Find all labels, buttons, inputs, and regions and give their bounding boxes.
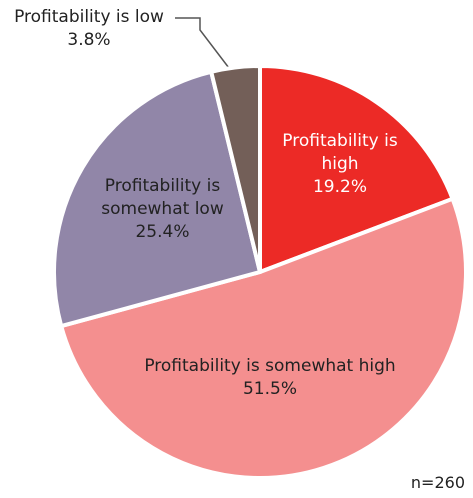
value-label: 25.4%: [135, 222, 190, 242]
slice-label: Profitability is low 3.8%: [0, 6, 178, 52]
pie-slice: [258, 64, 455, 274]
category-label: Profitability is low: [14, 7, 164, 27]
value-label: 51.5%: [242, 379, 297, 399]
category-label: Profitability is somewhat high: [144, 356, 396, 376]
slice-label: Profitability is somewhat high 51.5%: [110, 355, 430, 401]
pie-slice: [52, 69, 262, 329]
category-label: Profitability is high: [282, 131, 398, 174]
slice-label: Profitability is high 19.2%: [265, 130, 415, 199]
pie-slice: [209, 64, 262, 274]
category-label: Profitability is somewhat low: [101, 176, 224, 219]
sample-size: n=260: [410, 473, 465, 492]
slice-label: Profitability is somewhat low 25.4%: [80, 175, 245, 244]
leader-line: [175, 17, 233, 73]
value-label: 19.2%: [312, 177, 367, 197]
pie-slice: [59, 196, 468, 480]
value-label: 3.8%: [67, 30, 111, 50]
